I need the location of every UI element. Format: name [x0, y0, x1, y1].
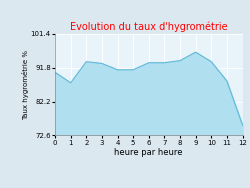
X-axis label: heure par heure: heure par heure: [114, 148, 183, 157]
Title: Evolution du taux d'hygrométrie: Evolution du taux d'hygrométrie: [70, 21, 228, 32]
Y-axis label: Taux hygrométrie %: Taux hygrométrie %: [22, 50, 29, 120]
